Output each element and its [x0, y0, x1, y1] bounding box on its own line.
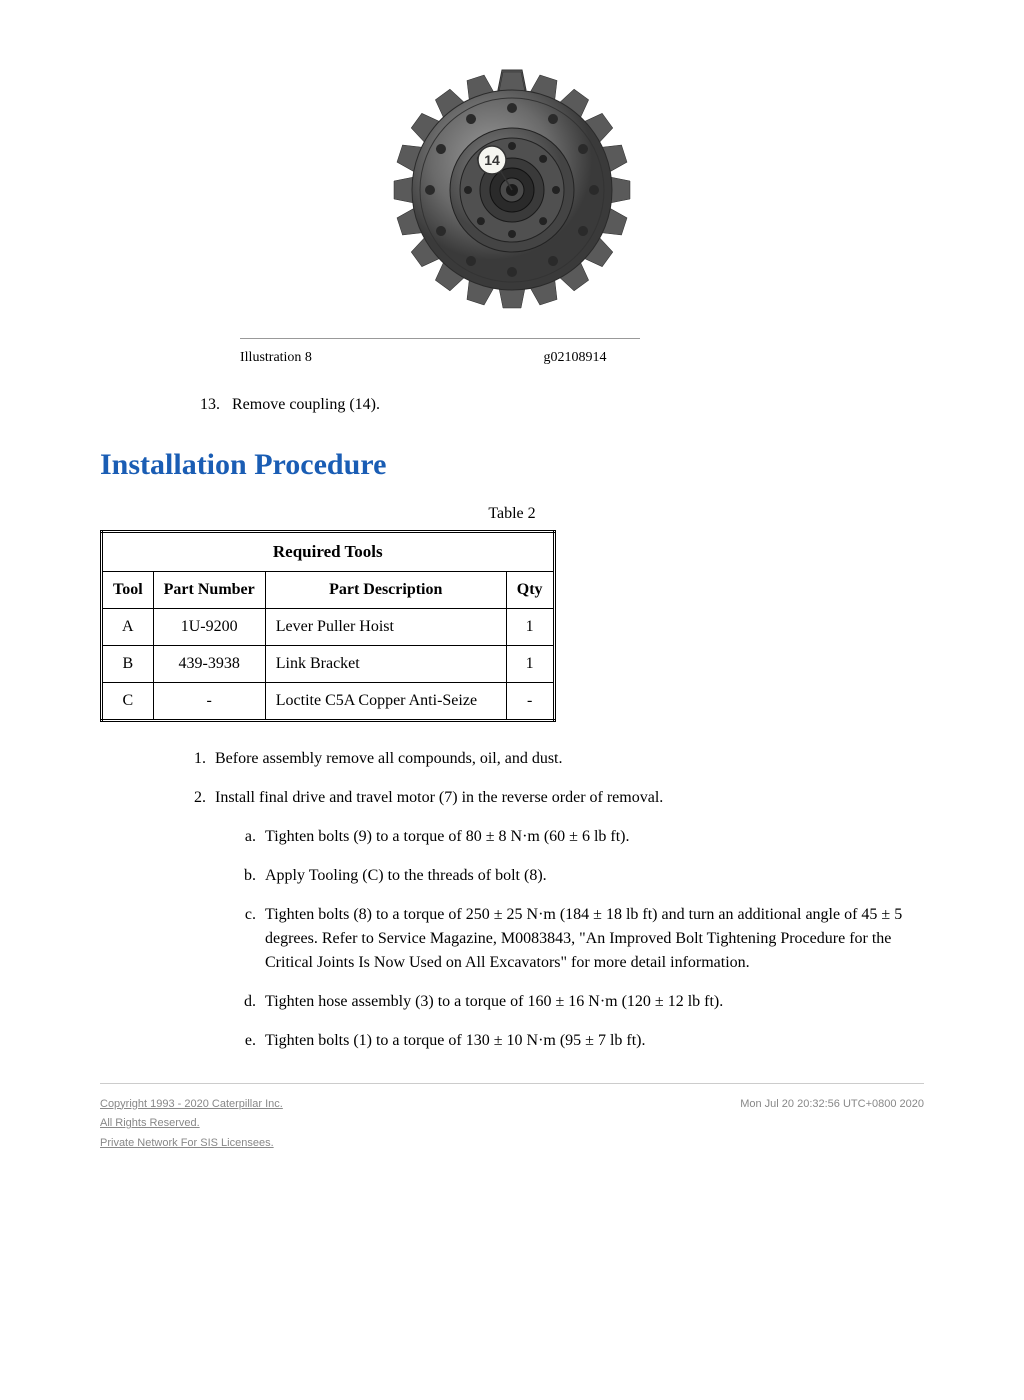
sub-item: Apply Tooling (C) to the threads of bolt…: [260, 864, 924, 888]
partnum-cell: -: [153, 682, 265, 720]
footer-copyright-link[interactable]: Copyright 1993 - 2020 Caterpillar Inc.: [100, 1098, 283, 1110]
tool-cell: A: [102, 608, 154, 645]
required-tools-table: Required Tools Tool Part Number Part Des…: [100, 530, 556, 722]
table-header: Tool: [102, 571, 154, 608]
step-text: Remove coupling (14).: [232, 396, 380, 413]
table-header: Qty: [506, 571, 554, 608]
procedure-list: Before assembly remove all compounds, oi…: [100, 747, 924, 1053]
callout-number: 14: [484, 152, 500, 168]
sub-list: Tighten bolts (9) to a torque of 80 ± 8 …: [215, 825, 924, 1053]
step-text: Before assembly remove all compounds, oi…: [215, 750, 562, 767]
table-row: B 439-3938 Link Bracket 1: [102, 645, 555, 682]
footer-network-link[interactable]: Private Network For SIS Licensees.: [100, 1137, 274, 1149]
table-header: Part Description: [265, 571, 506, 608]
partnum-cell: 439-3938: [153, 645, 265, 682]
qty-cell: 1: [506, 645, 554, 682]
footer-divider: [100, 1083, 924, 1084]
step-number: 13.: [200, 393, 228, 417]
footer-rights-link[interactable]: All Rights Reserved.: [100, 1117, 200, 1129]
table-caption: Table 2: [100, 502, 924, 526]
step-text: Install final drive and travel motor (7)…: [215, 789, 663, 806]
illustration-label-row: Illustration 8 g02108914: [240, 347, 924, 368]
partnum-cell: 1U-9200: [153, 608, 265, 645]
tool-cell: B: [102, 645, 154, 682]
illustration-label: Illustration 8: [240, 347, 540, 368]
desc-cell: Link Bracket: [265, 645, 506, 682]
list-item: Install final drive and travel motor (7)…: [210, 786, 924, 1053]
qty-cell: -: [506, 682, 554, 720]
section-heading: Installation Procedure: [100, 442, 924, 487]
footer: Copyright 1993 - 2020 Caterpillar Inc. A…: [100, 1096, 924, 1155]
table-row: A 1U-9200 Lever Puller Hoist 1: [102, 608, 555, 645]
footer-left: Copyright 1993 - 2020 Caterpillar Inc. A…: [100, 1096, 283, 1155]
desc-cell: Lever Puller Hoist: [265, 608, 506, 645]
sprocket-illustration: 14: [362, 40, 662, 320]
sub-item: Tighten hose assembly (3) to a torque of…: [260, 990, 924, 1014]
illustration-container: 14: [100, 40, 924, 328]
table-title: Required Tools: [102, 532, 555, 572]
tool-cell: C: [102, 682, 154, 720]
step-13: 13. Remove coupling (14).: [200, 393, 924, 417]
table-row: C - Loctite C5A Copper Anti-Seize -: [102, 682, 555, 720]
sub-item: Tighten bolts (9) to a torque of 80 ± 8 …: [260, 825, 924, 849]
illustration-divider: [240, 338, 640, 339]
sub-item: Tighten bolts (8) to a torque of 250 ± 2…: [260, 903, 924, 975]
illustration-code: g02108914: [544, 347, 607, 368]
footer-timestamp: Mon Jul 20 20:32:56 UTC+0800 2020: [740, 1096, 924, 1155]
table-header: Part Number: [153, 571, 265, 608]
sub-item: Tighten bolts (1) to a torque of 130 ± 1…: [260, 1029, 924, 1053]
qty-cell: 1: [506, 608, 554, 645]
list-item: Before assembly remove all compounds, oi…: [210, 747, 924, 771]
desc-cell: Loctite C5A Copper Anti-Seize: [265, 682, 506, 720]
